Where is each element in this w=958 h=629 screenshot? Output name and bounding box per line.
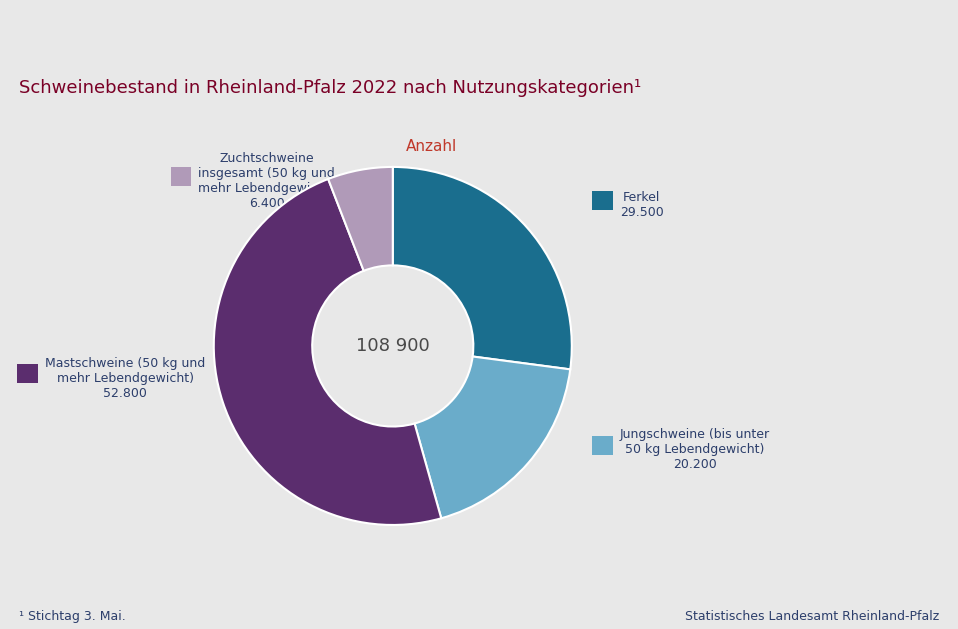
FancyBboxPatch shape: [17, 364, 38, 384]
Text: Ferkel
29.500: Ferkel 29.500: [620, 191, 664, 219]
Text: Jungschweine (bis unter
50 kg Lebendgewicht)
20.200: Jungschweine (bis unter 50 kg Lebendgewi…: [620, 428, 770, 471]
FancyBboxPatch shape: [592, 436, 613, 455]
FancyBboxPatch shape: [592, 191, 613, 210]
Wedge shape: [415, 357, 570, 518]
Text: Anzahl: Anzahl: [405, 139, 457, 154]
Text: Mastschweine (50 kg und
mehr Lebendgewicht)
52.800: Mastschweine (50 kg und mehr Lebendgewic…: [45, 357, 205, 399]
Text: Statistisches Landesamt Rheinland-Pfalz: Statistisches Landesamt Rheinland-Pfalz: [685, 610, 939, 623]
Text: Zuchtschweine
insgesamt (50 kg und
mehr Lebendgewicht)
6.400: Zuchtschweine insgesamt (50 kg und mehr …: [198, 152, 335, 210]
FancyBboxPatch shape: [171, 167, 192, 186]
Text: Schweinebestand in Rheinland-Pfalz 2022 nach Nutzungskategorien¹: Schweinebestand in Rheinland-Pfalz 2022 …: [19, 79, 642, 97]
Wedge shape: [393, 167, 572, 369]
Wedge shape: [329, 167, 393, 271]
Wedge shape: [214, 179, 442, 525]
Text: 108 900: 108 900: [356, 337, 429, 355]
Text: ¹ Stichtag 3. Mai.: ¹ Stichtag 3. Mai.: [19, 610, 125, 623]
